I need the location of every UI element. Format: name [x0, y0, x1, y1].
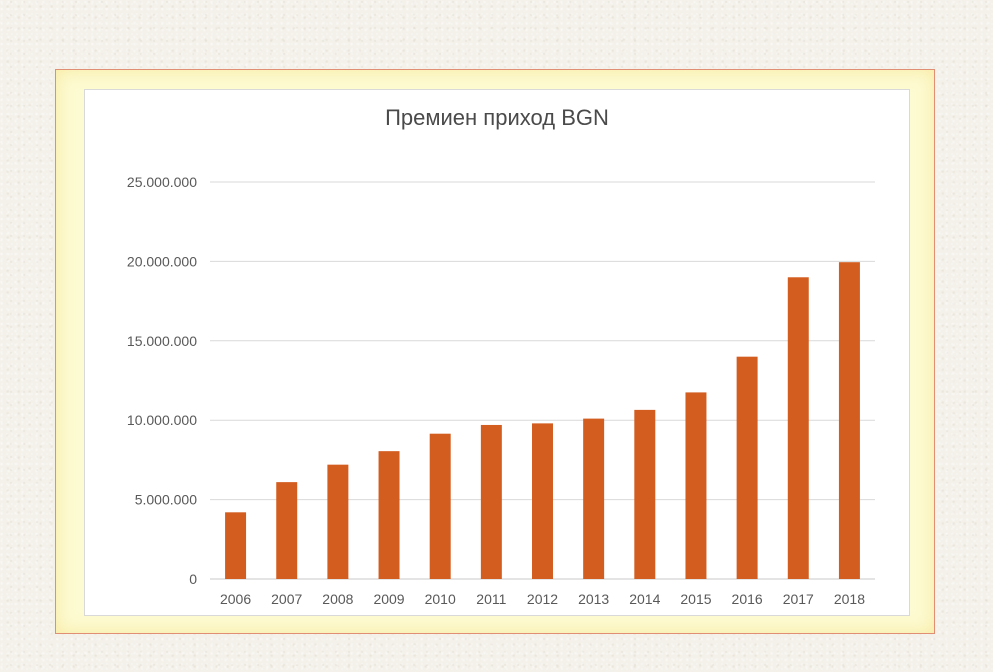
y-axis-tick-labels: 0 5.000.000 10.000.000 15.000.000 20.000.000…: [127, 174, 197, 587]
bar-2008: [327, 464, 349, 579]
bar-2014: [634, 409, 656, 579]
y-tick-label: 5.000.000: [135, 492, 197, 508]
x-tick-label: 2010: [425, 591, 456, 607]
chart-frame: Премиен приход BGN 0 5.000.000 10.000.000 1…: [55, 69, 935, 634]
x-tick-label: 2013: [578, 591, 609, 607]
bar-2010: [429, 433, 451, 579]
bar-2015: [685, 392, 707, 579]
x-tick-label: 2016: [732, 591, 763, 607]
bar-2009: [378, 451, 400, 579]
x-tick-label: 2009: [373, 591, 404, 607]
y-tick-label: 0: [189, 571, 197, 587]
bar-2013: [583, 418, 605, 579]
y-tick-label: 25.000.000: [127, 174, 197, 190]
bar-2018: [838, 262, 860, 579]
x-tick-label: 2007: [271, 591, 302, 607]
bar-2007: [276, 482, 298, 579]
bar-2011: [480, 424, 502, 579]
chart-area: Премиен приход BGN 0 5.000.000 10.000.000 1…: [84, 89, 910, 616]
bars: [225, 262, 860, 579]
x-tick-label: 2015: [680, 591, 711, 607]
bar-2017: [787, 277, 809, 579]
gridlines: [210, 181, 875, 580]
bar-chart: Премиен приход BGN 0 5.000.000 10.000.000 1…: [127, 105, 875, 607]
y-tick-label: 10.000.000: [127, 412, 197, 428]
bar-2006: [225, 512, 247, 579]
x-tick-label: 2008: [322, 591, 353, 607]
x-axis-tick-labels: 2006 2007 2008 2009 2010 2011 2012 2013 2014 2015…: [220, 591, 865, 607]
x-tick-label: 2014: [629, 591, 660, 607]
chart-title: Премиен приход BGN: [385, 105, 609, 130]
bar-2016: [736, 356, 758, 579]
x-tick-label: 2012: [527, 591, 558, 607]
y-tick-label: 15.000.000: [127, 333, 197, 349]
x-tick-label: 2011: [476, 591, 506, 607]
bar-2012: [532, 423, 553, 579]
x-tick-label: 2018: [834, 591, 865, 607]
x-tick-label: 2006: [220, 591, 251, 607]
y-tick-label: 20.000.000: [127, 253, 197, 269]
x-tick-label: 2017: [783, 591, 814, 607]
